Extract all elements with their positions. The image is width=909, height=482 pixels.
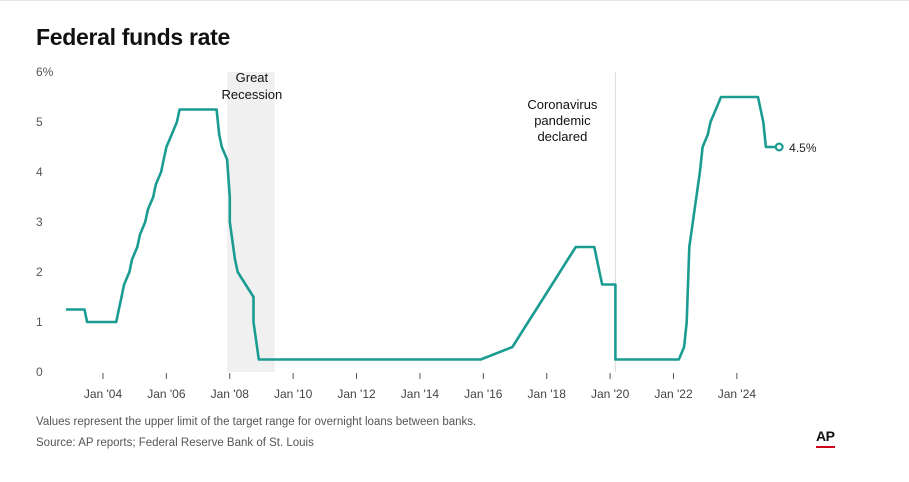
chart-area: Great Recession Coronavirus pandemic declar… [36, 65, 817, 401]
recession-shading-layer: Great Recession [222, 70, 283, 372]
ap-logo-accent [816, 446, 835, 448]
annotation-layer: Coronavirus pandemic declared [527, 72, 616, 372]
y-tick-label: 3 [36, 215, 43, 229]
chart-title: Federal funds rate [36, 24, 230, 50]
x-tick-label: Jan '12 [337, 387, 376, 401]
x-tick-label: Jan '10 [274, 387, 313, 401]
y-axis: 0 1 2 3 4 5 6% [36, 65, 54, 379]
top-border [0, 0, 909, 1]
x-tick-label: Jan '04 [84, 387, 123, 401]
recession-band [227, 72, 275, 372]
pandemic-label: Coronavirus pandemic declared [527, 97, 598, 144]
x-tick-label: Jan '20 [591, 387, 630, 401]
x-tick-label: Jan '14 [401, 387, 440, 401]
x-tick-label: Jan '24 [718, 387, 757, 401]
end-value-label: 4.5% [789, 141, 817, 155]
rate-line [66, 95, 780, 361]
series-layer: 4.5% [66, 95, 817, 361]
definition-note: Values represent the upper limit of the … [36, 416, 477, 428]
y-tick-label: 4 [36, 165, 43, 179]
x-tick-label: Jan '06 [147, 387, 186, 401]
ap-logo: AP [816, 428, 835, 444]
x-tick-label: Jan '18 [528, 387, 567, 401]
y-tick-label: 1 [36, 315, 43, 329]
source-note: Source: AP reports; Federal Reserve Bank… [36, 437, 314, 449]
x-axis: Jan '04 Jan '06 Jan '08 Jan '10 Jan '12 Jan '… [84, 373, 757, 401]
end-point-marker [774, 142, 784, 152]
x-tick-label: Jan '22 [654, 387, 693, 401]
y-tick-label: 6% [36, 65, 54, 79]
recession-label: Great Recession [222, 70, 283, 102]
y-tick-label: 5 [36, 115, 43, 129]
y-tick-label: 0 [36, 365, 43, 379]
x-tick-label: Jan '16 [464, 387, 503, 401]
x-tick-label: Jan '08 [211, 387, 250, 401]
y-tick-label: 2 [36, 265, 43, 279]
